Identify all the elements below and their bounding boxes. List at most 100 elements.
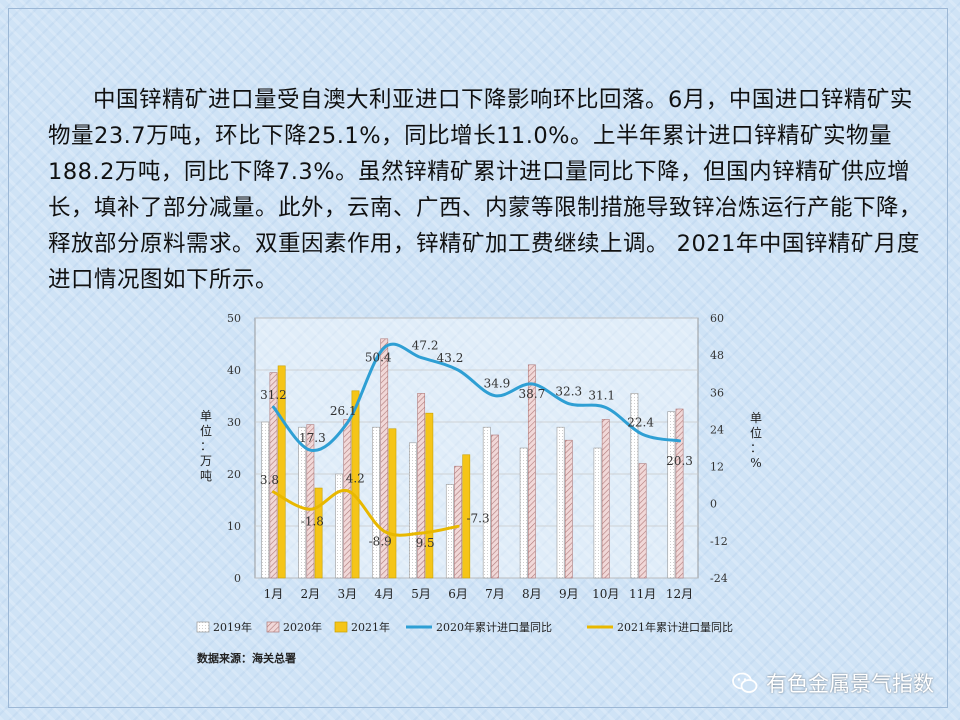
data-label-2021: 3.8 bbox=[260, 473, 279, 487]
line-2020年累计进口量同比 bbox=[271, 342, 682, 452]
data-label-2020: 50.4 bbox=[365, 351, 392, 365]
x-tick-label: 3月 bbox=[337, 587, 357, 601]
bar-2021年 bbox=[351, 390, 360, 579]
legend-label: 2019年 bbox=[213, 620, 252, 634]
watermark-text: 有色金属景气指数 bbox=[766, 672, 934, 696]
watermark: 有色金属景气指数 bbox=[732, 668, 934, 698]
y-right-unit-char: 单 bbox=[750, 411, 762, 425]
bar-2021年 bbox=[388, 428, 397, 579]
x-tick-label: 8月 bbox=[522, 587, 542, 601]
bar-2020年 bbox=[343, 419, 352, 579]
y-left-unit-char: 吨 bbox=[200, 469, 212, 483]
x-tick-label: 5月 bbox=[411, 587, 431, 601]
x-tick-label: 4月 bbox=[374, 587, 394, 601]
bar-2020年 bbox=[601, 419, 610, 579]
legend-swatch bbox=[334, 621, 348, 633]
data-label-2020: 20.3 bbox=[666, 454, 693, 468]
x-tick-label: 9月 bbox=[559, 587, 579, 601]
bar-2019年 bbox=[298, 426, 307, 579]
x-tick-label: 1月 bbox=[264, 587, 284, 601]
x-tick-label: 10月 bbox=[592, 587, 619, 601]
data-label-2020: 43.2 bbox=[437, 351, 464, 365]
data-label-2020: 26.1 bbox=[330, 404, 357, 418]
legend-swatch bbox=[196, 621, 210, 633]
data-label-2020: 31.2 bbox=[260, 388, 287, 402]
bar-2020年 bbox=[454, 465, 462, 579]
slide-frame bbox=[8, 8, 948, 708]
bar-2019年 bbox=[482, 426, 491, 579]
y-right-tick-label: 60 bbox=[710, 312, 724, 325]
data-label-2020: 38.7 bbox=[519, 387, 546, 401]
bar-2021年 bbox=[314, 487, 323, 579]
bar-2019年 bbox=[335, 473, 343, 579]
y-left-tick-label: 40 bbox=[227, 364, 241, 377]
legend-label: 2021年累计进口量同比 bbox=[617, 620, 733, 634]
data-label-2021: -7.3 bbox=[466, 511, 489, 525]
bar-2020年 bbox=[380, 338, 389, 579]
y-right-tick-label: -12 bbox=[710, 535, 728, 548]
data-label-2020: 47.2 bbox=[412, 339, 439, 353]
data-label-2021: 4.2 bbox=[346, 472, 365, 486]
data-label-2020: 32.3 bbox=[555, 385, 582, 399]
bar-2019年 bbox=[630, 393, 639, 579]
bar-2019年 bbox=[409, 442, 417, 579]
line-2021年累计进口量同比 bbox=[271, 488, 460, 537]
y-right-tick-label: 0 bbox=[710, 498, 717, 511]
bar-2020年 bbox=[675, 408, 684, 579]
y-right-unit-char: % bbox=[750, 456, 761, 470]
bar-2019年 bbox=[556, 426, 565, 579]
data-label-2021: -1.8 bbox=[301, 514, 324, 528]
bar-2019年 bbox=[593, 447, 602, 579]
y-left-unit-char: 单 bbox=[200, 409, 212, 423]
data-label-2020: 17.3 bbox=[299, 431, 326, 445]
intro-paragraph: 中国锌精矿进口量受自澳大利亚进口下降影响环比回落。6月，中国进口锌精矿实物量23… bbox=[48, 87, 923, 293]
bar-2020年 bbox=[417, 393, 426, 579]
y-right-tick-label: 24 bbox=[710, 423, 724, 436]
bar-2019年 bbox=[667, 411, 676, 579]
legend-label: 2020年累计进口量同比 bbox=[436, 620, 552, 634]
y-right-tick-label: 12 bbox=[710, 461, 724, 474]
y-left-tick-label: 20 bbox=[227, 468, 241, 481]
y-right-tick-label: 48 bbox=[710, 349, 724, 362]
legend-label: 2021年 bbox=[351, 620, 390, 634]
y-left-unit-char: ： bbox=[200, 439, 212, 453]
bar-2019年 bbox=[445, 484, 454, 579]
bar-2019年 bbox=[519, 447, 528, 579]
chart-svg: 0 10 20 30 40 50 -24 -12 0 12 24 36 48 60 31.2 17.3 26.1… bbox=[196, 312, 762, 665]
x-tick-label: 11月 bbox=[629, 587, 656, 601]
bar-2019年 bbox=[261, 421, 270, 579]
y-right-unit-char: ： bbox=[750, 441, 762, 455]
x-tick-label: 2月 bbox=[301, 587, 321, 601]
bar-2020年 bbox=[564, 439, 573, 579]
y-left-tick-label: 10 bbox=[227, 520, 241, 533]
data-label-2020: 34.9 bbox=[484, 377, 511, 391]
legend-swatch bbox=[266, 621, 280, 633]
bar-2021年 bbox=[277, 365, 286, 579]
legend-label: 2020年 bbox=[283, 620, 322, 634]
bar-2020年 bbox=[491, 434, 499, 579]
data-label-2020: 31.1 bbox=[588, 388, 615, 402]
bar-2020年 bbox=[638, 463, 647, 579]
y-right-tick-label: 36 bbox=[710, 386, 724, 399]
data-label-2021: -8.9 bbox=[369, 534, 392, 548]
bar-2021年 bbox=[462, 454, 471, 579]
x-tick-label: 6月 bbox=[448, 587, 468, 601]
wechat-icon bbox=[732, 672, 758, 693]
source-label: 数据来源：海关总署 bbox=[197, 651, 296, 665]
zinc-import-chart: 0 10 20 30 40 50 -24 -12 0 12 24 36 48 60 31.2 17.3 26.1… bbox=[192, 300, 782, 675]
bar-2020年 bbox=[527, 364, 536, 579]
bar-2019年 bbox=[372, 426, 380, 579]
data-label-2021: 9.5 bbox=[416, 536, 435, 550]
y-left-tick-label: 0 bbox=[234, 572, 241, 585]
x-tick-label: 7月 bbox=[485, 587, 505, 601]
y-left-unit-char: 万 bbox=[200, 454, 212, 468]
y-left-unit-char: 位 bbox=[200, 423, 212, 438]
data-label-2020: 22.4 bbox=[627, 415, 654, 429]
y-right-tick-label: -24 bbox=[710, 572, 728, 585]
y-left-tick-label: 50 bbox=[227, 312, 241, 325]
y-right-unit-char: 位 bbox=[750, 425, 762, 440]
bar-2020年 bbox=[269, 372, 278, 579]
y-left-tick-label: 30 bbox=[227, 416, 241, 429]
bar-2021年 bbox=[425, 412, 434, 579]
bar-2020年 bbox=[306, 424, 315, 579]
